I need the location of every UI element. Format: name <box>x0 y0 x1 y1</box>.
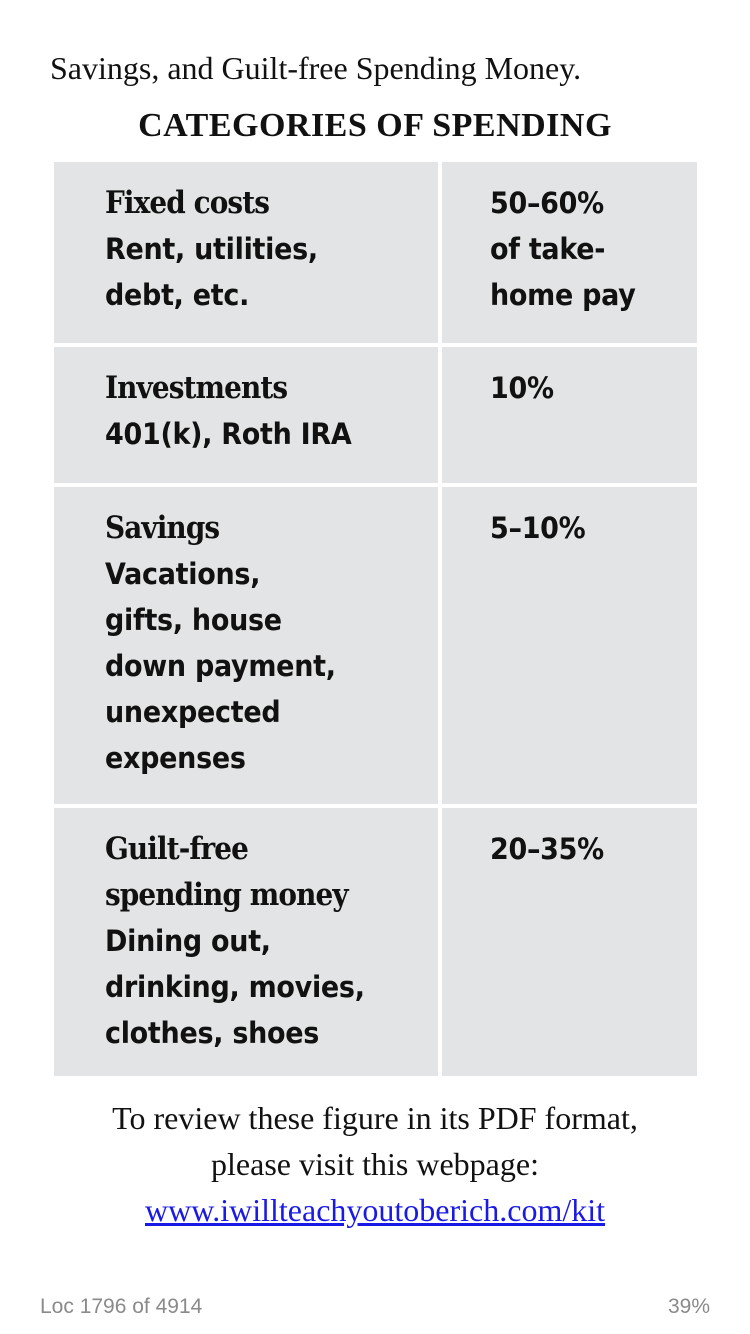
spending-categories-table: Fixed costs Rent, utilities, debt, etc. … <box>54 162 697 1076</box>
figure-note-line: To review these figure in its PDF format… <box>112 1100 638 1136</box>
category-description: 401(k), Roth IRA <box>105 417 352 451</box>
percentage-cell-savings: 5–10% <box>442 487 697 804</box>
category-description: Rent, utilities, debt, etc. <box>105 232 318 312</box>
category-percentage: 5–10% <box>490 511 586 545</box>
category-cell-investments: Investments 401(k), Roth IRA <box>54 347 438 483</box>
figure-note-line: please visit this webpage: <box>211 1146 539 1182</box>
category-cell-guilt-free-spending: Guilt-free spending money Dining out, dr… <box>54 808 438 1076</box>
pdf-link[interactable]: www.iwillteachyoutoberich.com/kit <box>144 1192 606 1228</box>
category-name: Fixed costs <box>105 185 270 221</box>
category-percentage: 20–35% <box>490 832 604 866</box>
category-name: Savings <box>105 510 220 546</box>
figure-note: To review these figure in its PDF format… <box>0 1095 750 1233</box>
location-indicator: Loc 1796 of 4914 <box>40 1295 203 1318</box>
table-title: CATEGORIES OF SPENDING <box>138 107 612 144</box>
category-cell-fixed-costs: Fixed costs Rent, utilities, debt, etc. <box>54 162 438 343</box>
category-description: Vacations, gifts, house down payment, un… <box>105 557 336 775</box>
percentage-cell-fixed-costs: 50–60% of take- home pay <box>442 162 697 343</box>
percentage-cell-guilt-free-spending: 20–35% <box>442 808 697 1076</box>
category-name: Investments <box>105 370 288 406</box>
category-cell-savings: Savings Vacations, gifts, house down pay… <box>54 487 438 804</box>
category-percentage: 50–60% of take- home pay <box>490 186 636 312</box>
reading-progress: 39% <box>667 1295 710 1318</box>
category-name: Guilt-free spending money <box>105 831 349 913</box>
category-percentage: 10% <box>490 371 554 405</box>
body-text: Savings, and Guilt-free Spending Money. <box>50 50 582 86</box>
percentage-cell-investments: 10% <box>442 347 697 483</box>
category-description: Dining out, drinking, movies, clothes, s… <box>105 924 365 1050</box>
